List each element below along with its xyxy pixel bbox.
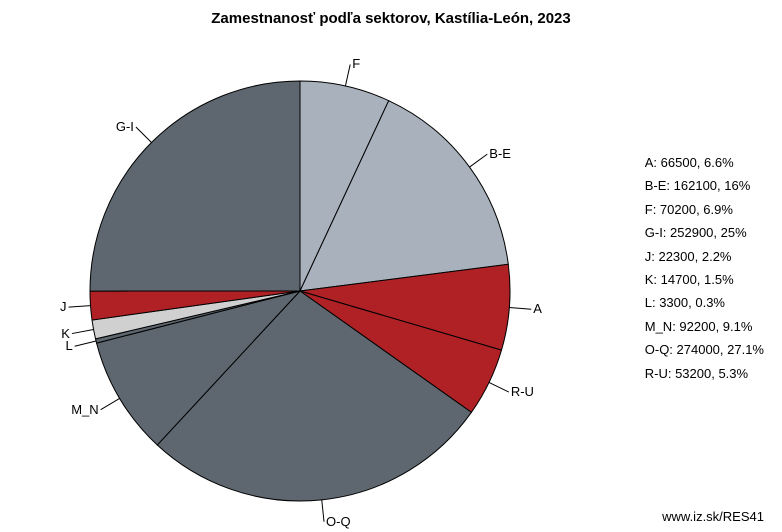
slice-label-O-Q: O-Q [326,514,351,529]
slice-label-K: K [61,326,70,341]
leader-line [322,500,324,522]
leader-line [489,382,509,392]
leader-line [509,308,531,310]
legend-item-M_N: M_N: 92200, 9.1% [645,315,764,338]
legend-item-G-I: G-I: 252900, 25% [645,221,764,244]
leader-line [470,154,488,167]
legend-item-F: F: 70200, 6.9% [645,198,764,221]
legend-item-K: K: 14700, 1.5% [645,268,764,291]
legend-item-B-E: B-E: 162100, 16% [645,174,764,197]
legend-item-R-U: R-U: 53200, 5.3% [645,362,764,385]
leader-line [72,330,94,334]
pie-slice-G-I [90,81,300,291]
source-url: www.iz.sk/RES41 [662,509,764,524]
legend: A: 66500, 6.6%B-E: 162100, 16%F: 70200, … [645,151,764,385]
leader-line [69,306,91,308]
slice-label-M_N: M_N [71,402,98,417]
leader-line [101,398,120,409]
legend-item-A: A: 66500, 6.6% [645,151,764,174]
leader-line [136,127,152,143]
chart-title: Zamestnanosť podľa sektorov, Kastília-Le… [0,0,782,31]
slice-label-A: A [533,301,542,316]
slice-label-J: J [60,299,67,314]
leader-line [345,64,350,85]
legend-item-O-Q: O-Q: 274000, 27.1% [645,338,764,361]
legend-item-J: J: 22300, 2.2% [645,245,764,268]
legend-item-L: L: 3300, 0.3% [645,291,764,314]
leader-line [75,341,96,346]
slice-label-F: F [352,56,360,71]
chart-container: FB-EAR-UO-QM_NLKJG-I A: 66500, 6.6%B-E: … [0,31,782,511]
slice-label-G-I: G-I [116,119,134,134]
slice-label-R-U: R-U [511,384,534,399]
slice-label-B-E: B-E [489,146,511,161]
